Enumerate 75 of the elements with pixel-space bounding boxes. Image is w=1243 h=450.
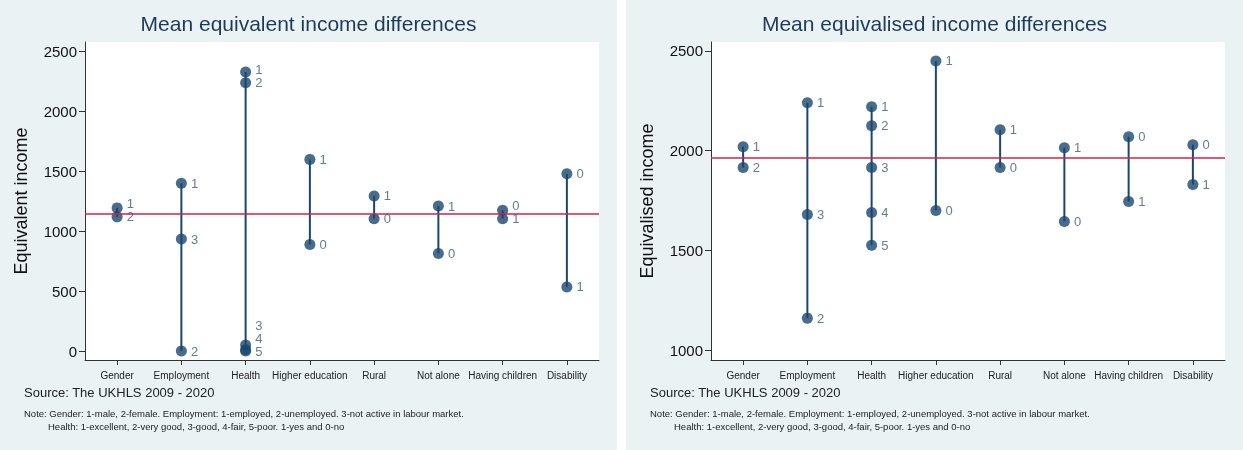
text: 0: [512, 198, 520, 214]
text: 0: [1009, 160, 1017, 176]
text: 1: [881, 99, 889, 115]
y-tick-label: 1500: [43, 162, 77, 180]
text: 1: [512, 211, 520, 227]
text: 2: [816, 310, 825, 326]
x-tick-label: Having children: [1094, 369, 1164, 381]
y-tick-label: 0: [68, 342, 77, 360]
text: 1: [945, 53, 953, 69]
text: 1: [1073, 140, 1082, 156]
y-tick-label: 2500: [43, 43, 77, 61]
chart-title: Mean equivalised income differences: [761, 12, 1108, 35]
x-tick-label: Rural: [362, 369, 387, 381]
x-tick-label: Not alone: [416, 369, 461, 381]
x-tick-label: Health: [231, 369, 261, 381]
text: 0: [447, 245, 456, 261]
series-label: 4: [881, 204, 889, 220]
text: 1: [1138, 194, 1146, 209]
x-tick-label: Employment: [153, 369, 210, 381]
x-tick-label: Gender: [726, 369, 761, 381]
chart-title: Mean equivalent income differences: [140, 12, 477, 35]
y-tick-label: 1000: [669, 341, 703, 359]
series-label: 3: [816, 206, 825, 222]
source-note: Source: The UKHLS 2009 - 2020: [24, 385, 215, 400]
text: 1: [447, 198, 456, 214]
text: 1: [576, 279, 584, 295]
series-label: 4: [255, 330, 263, 346]
text: 1: [255, 62, 263, 78]
text: 1: [383, 188, 391, 204]
text: 3: [255, 317, 263, 333]
series-label: 0: [319, 236, 327, 252]
series-label: 2: [752, 160, 760, 176]
text: 1: [1009, 122, 1017, 138]
text: 3: [881, 160, 889, 176]
text: 2: [881, 118, 889, 134]
y-tick-label: 2000: [669, 142, 703, 160]
x-tick-label: Not alone: [1042, 369, 1087, 381]
y-tick-label: 1000: [43, 222, 77, 240]
text: 2: [255, 75, 263, 91]
x-tick-label: Gender: [100, 369, 135, 381]
series-label: 0: [945, 202, 953, 218]
text: 0: [1138, 129, 1146, 145]
text: 1: [126, 196, 134, 212]
text: 0: [1073, 213, 1082, 229]
text: 2: [190, 343, 199, 359]
x-tick-label: Higher education: [898, 369, 974, 381]
y-tick-label: 500: [51, 282, 77, 300]
y-tick-label: 1500: [669, 241, 703, 259]
series-label: 3: [190, 231, 199, 247]
x-tick-label: Having children: [468, 369, 538, 381]
y-tick-label: 2500: [669, 42, 703, 60]
text: 0: [1202, 137, 1210, 153]
text: 0: [576, 166, 584, 182]
x-tick-label: Disability: [1172, 369, 1213, 381]
text: 1: [816, 95, 825, 111]
x-tick-label: Employment: [779, 369, 836, 381]
source-note: Source: The UKHLS 2009 - 2020: [650, 385, 841, 400]
text: 1: [1202, 177, 1210, 193]
x-tick-label: Health: [857, 369, 887, 381]
text: 1: [319, 151, 327, 167]
text: Note: Gender: 1-male, 2-female. Employment: 1-employed, 2-unemployed. 3-not active in labour market.: [24, 407, 464, 419]
x-tick-label: Higher education: [272, 369, 348, 381]
series-label: 5: [255, 343, 263, 359]
x-tick-label: Rural: [988, 369, 1013, 381]
text: Health: 1-excellent, 2-very good, 3-good, 4-fair, 5-poor. 1-yes and 0-no: [674, 420, 971, 432]
series-label: 1: [752, 139, 760, 155]
text: 0: [383, 211, 391, 227]
y-axis-title: Equivalised income: [637, 123, 657, 279]
series-label: 1: [190, 175, 199, 191]
x-tick-label: Disability: [546, 369, 587, 381]
text: Note: Gender: 1-male, 2-female. Employment: 1-employed, 2-unemployed. 3-not active in labour market.: [650, 407, 1090, 419]
text: Health: 1-excellent, 2-very good, 3-good, 4-fair, 5-poor. 1-yes and 0-no: [48, 420, 345, 432]
y-tick-label: 2000: [43, 102, 77, 120]
series-label: 5: [881, 237, 889, 253]
y-axis-title: Equivalent income: [11, 127, 31, 275]
